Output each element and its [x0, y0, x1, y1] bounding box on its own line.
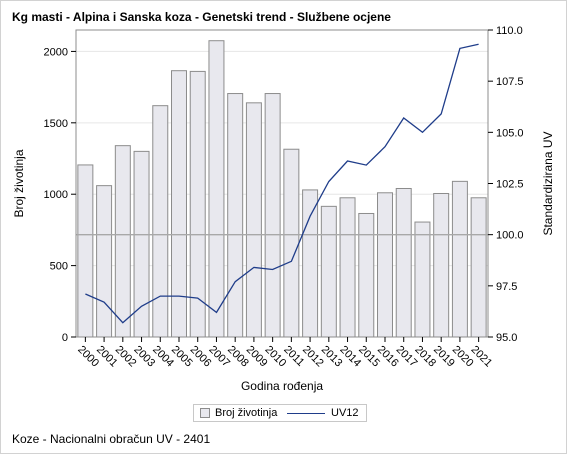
bar-2015 [358, 212, 375, 338]
legend-bar-swatch [200, 408, 210, 418]
line-series [85, 43, 479, 324]
legend-label-bars: Broj životinja [215, 407, 278, 419]
chart-title: Kg masti - Alpina i Sanska koza - Genets… [12, 10, 391, 24]
right-tick-label: 97.5 [496, 281, 517, 293]
right-tick-label: 107.5 [496, 76, 524, 88]
left-tick-label: 1500 [44, 118, 68, 130]
right-axis-label: Standardizirana UV [541, 131, 555, 235]
legend: Broj životinja UV12 [193, 404, 367, 422]
x-axis-label: Godina rođenja [241, 379, 323, 393]
right-axis-ticks: 95.0 97.5 100.0 102.5 105.0 107.5 110.0 [488, 25, 524, 344]
uv12-line [85, 43, 479, 324]
x-tick-label: 2000 [75, 344, 101, 370]
x-axis-ticks: 2000200120022003200420052006200720082009… [75, 337, 494, 369]
bar-2004 [152, 105, 169, 338]
left-tick-label: 0 [62, 332, 68, 344]
bar-series [77, 40, 487, 338]
right-tick-label: 102.5 [496, 179, 524, 191]
bar-2009 [245, 102, 262, 338]
bar-2011 [283, 148, 300, 338]
bar-2013 [320, 205, 337, 338]
bar-2020 [451, 180, 468, 338]
x-tick-label: 2011 [281, 344, 306, 369]
legend-item-line: UV12 [287, 406, 359, 420]
right-tick-label: 105.0 [496, 127, 524, 139]
left-axis-label: Broj životinja [12, 149, 26, 217]
bar-2014 [339, 197, 356, 338]
bar-2008 [227, 93, 244, 338]
bar-2002 [114, 145, 131, 338]
legend-line-swatch [287, 412, 325, 414]
bar-2019 [433, 192, 450, 338]
bar-2007 [208, 40, 225, 338]
bar-2010 [264, 93, 281, 338]
bar-2021 [470, 197, 487, 338]
right-tick-label: 95.0 [496, 332, 517, 344]
left-axis-ticks: 0 500 1000 1500 2000 [44, 46, 76, 344]
bar-2003 [133, 150, 150, 338]
bar-2012 [302, 189, 319, 338]
left-tick-label: 1000 [44, 189, 68, 201]
left-tick-label: 500 [50, 261, 68, 273]
right-tick-label: 110.0 [496, 25, 523, 37]
bar-2018 [414, 221, 431, 338]
bar-2016 [377, 192, 393, 338]
bar-2001 [96, 185, 113, 338]
legend-item-bars: Broj životinja [200, 406, 277, 420]
right-tick-label: 100.0 [496, 230, 524, 242]
chart-svg: 0 500 1000 1500 2000 95.0 97.5 100.0 102.5 105.0… [12, 25, 555, 393]
footnote: Koze - Nacionalni obračun UV - 2401 [12, 432, 211, 446]
bar-2017 [395, 187, 412, 338]
legend-label-line: UV12 [331, 407, 359, 419]
left-tick-label: 2000 [44, 46, 68, 58]
bar-2000 [77, 164, 94, 338]
